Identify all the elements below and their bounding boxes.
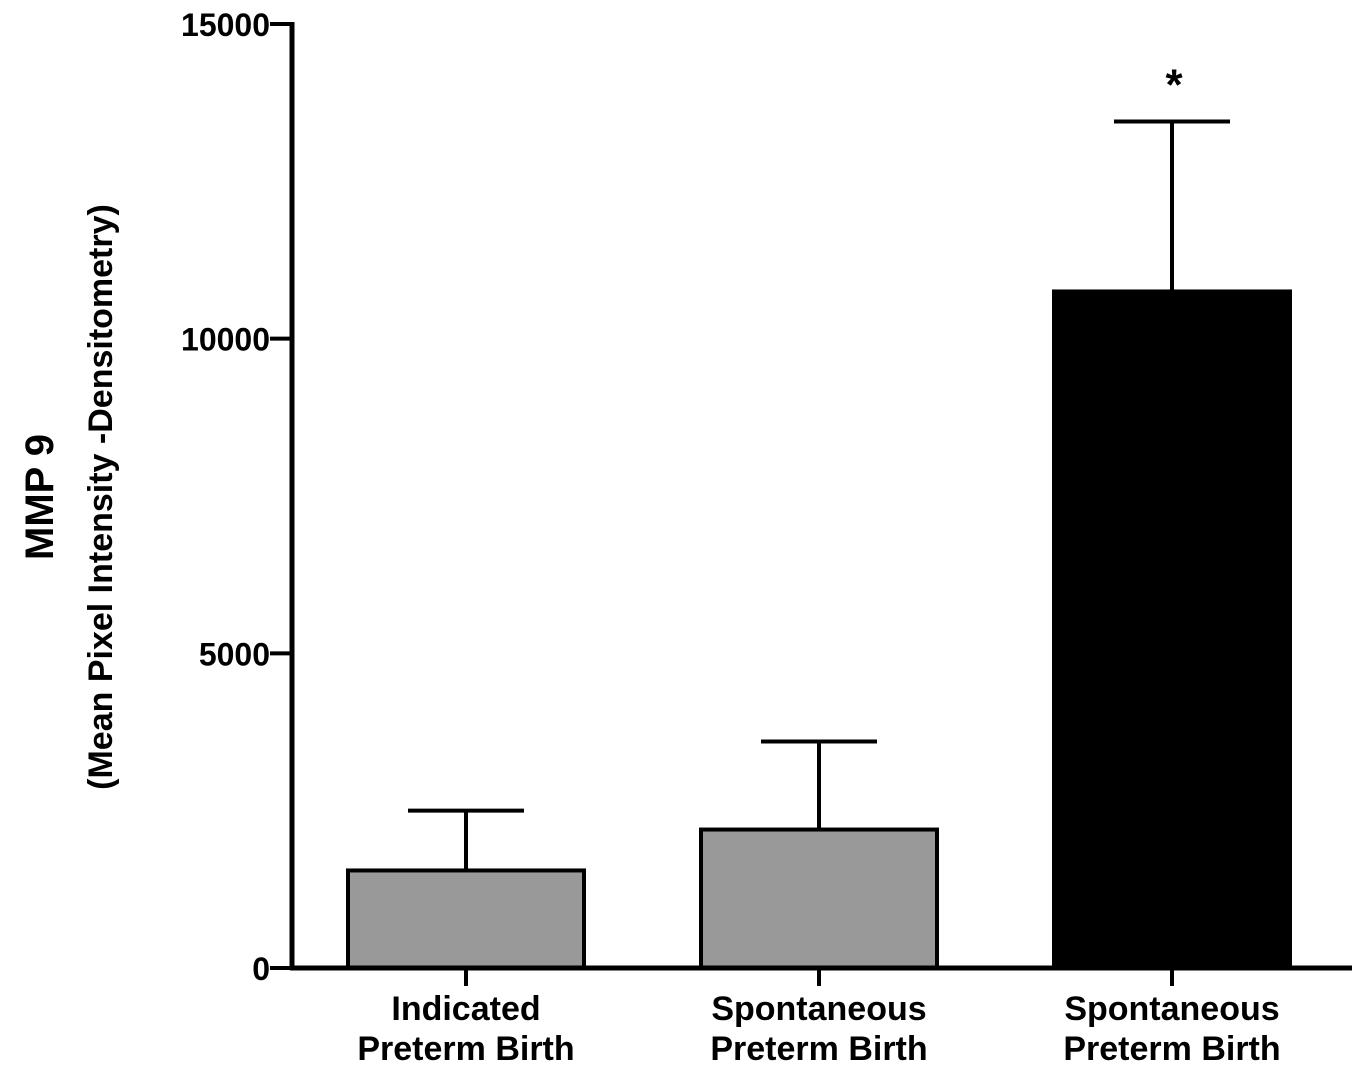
y-axis-label: MMP 9 — [18, 434, 62, 560]
y-tick-label: 5000 — [199, 636, 270, 672]
y-tick-label: 0 — [252, 951, 270, 987]
x-tick-label: Preterm Birth — [1063, 1030, 1280, 1068]
x-tick-label: Spontaneous — [711, 990, 926, 1028]
y-axis-sublabel: (Mean Pixel Intensity -Densitometry) — [82, 204, 120, 790]
x-tick-label: Preterm Birth — [357, 1030, 574, 1068]
x-tick-label: Preterm Birth — [710, 1030, 927, 1068]
error-bars — [408, 119, 1230, 871]
y-tick-label: 10000 — [181, 322, 270, 358]
y-axis-title: MMP 9 (Mean Pixel Intensity -Densitometr… — [18, 204, 120, 790]
y-tick-label: 15000 — [181, 7, 270, 43]
bar — [346, 868, 586, 970]
bars — [346, 289, 1292, 971]
axes — [270, 22, 1352, 986]
bar — [699, 827, 939, 971]
x-tick-label: Indicated — [391, 990, 540, 1028]
significance-marker: * — [1165, 61, 1183, 110]
bar — [1052, 289, 1292, 970]
x-tick-label: Spontaneous — [1064, 990, 1279, 1028]
